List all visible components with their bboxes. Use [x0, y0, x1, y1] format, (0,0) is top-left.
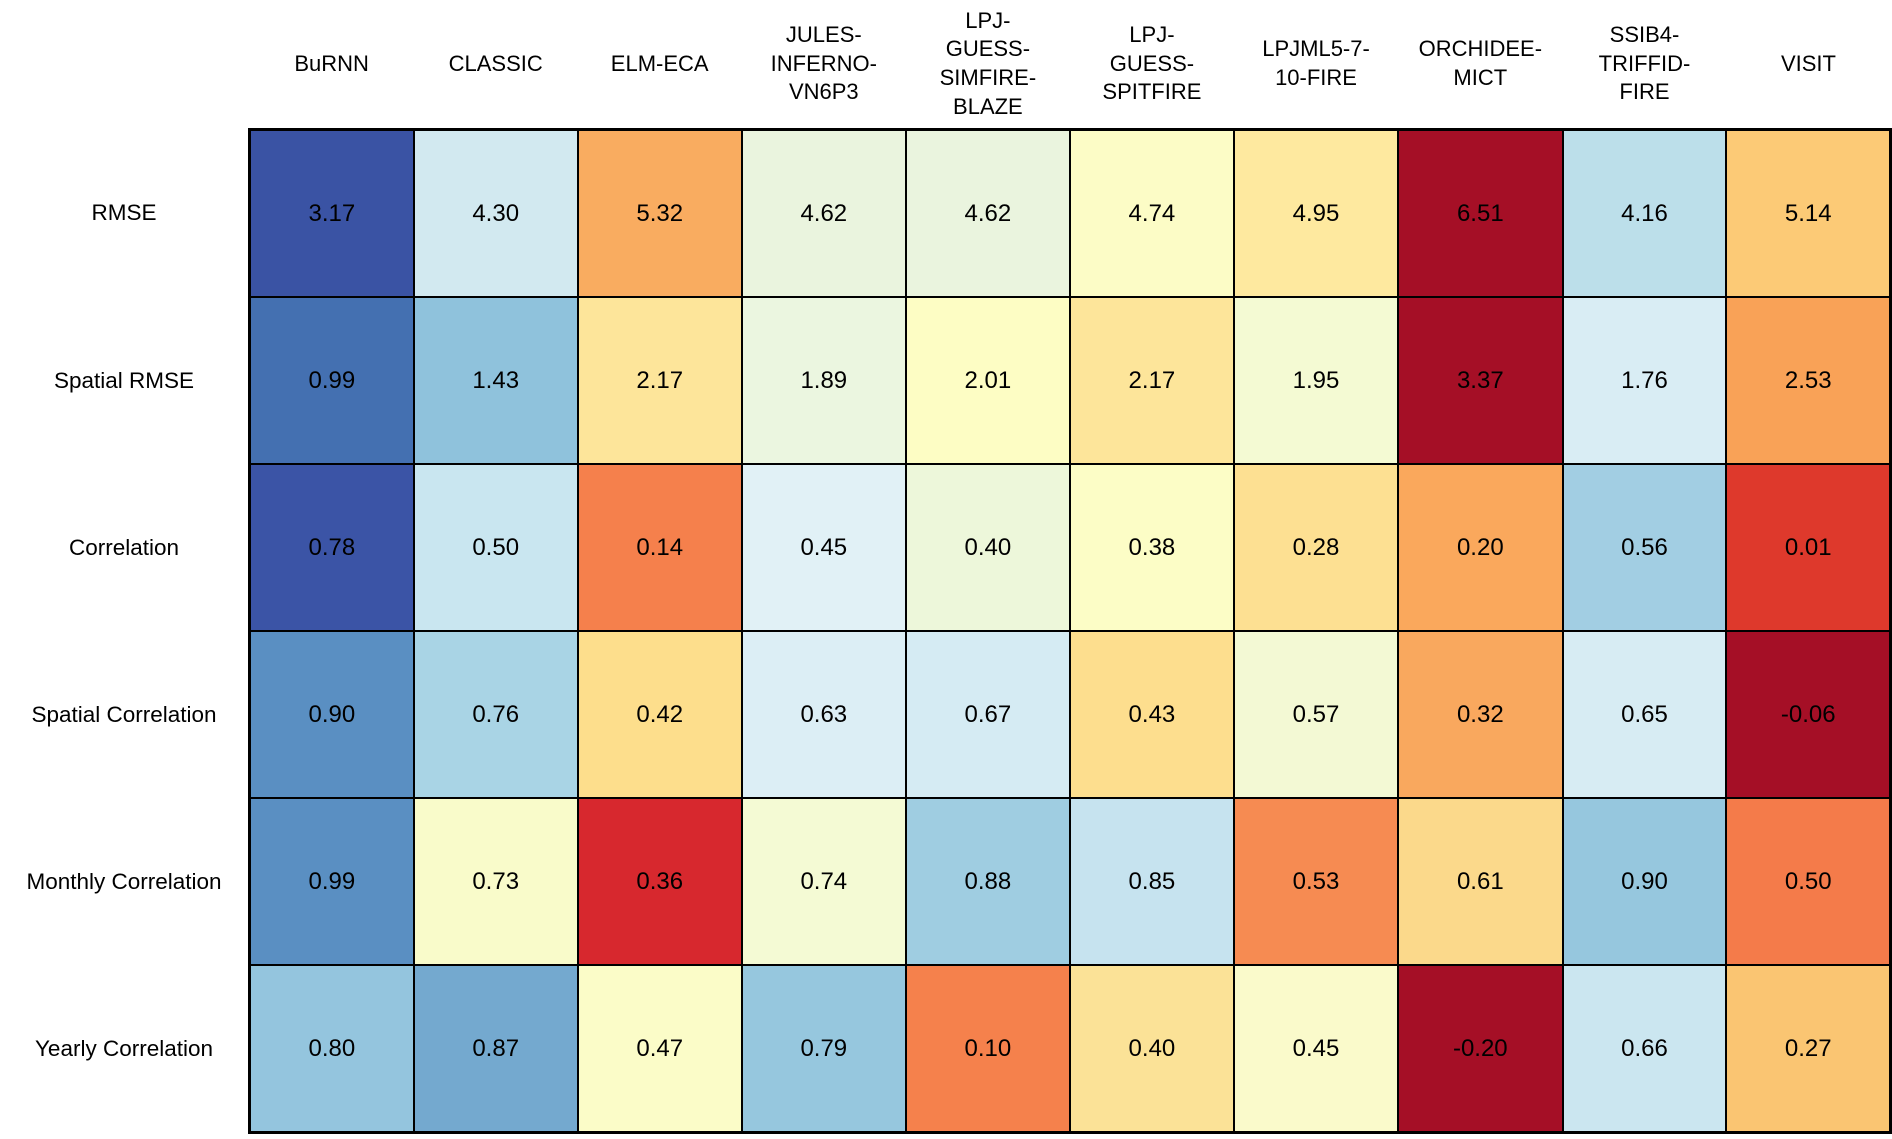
- heatmap-cell-spatial-rmse-lpjml5-7-10-fire: 1.95: [1232, 296, 1400, 465]
- row-label-yearly-correlation: Yearly Correlation: [0, 965, 250, 1133]
- heatmap-cell-correlation-elm-eca: 0.14: [576, 463, 743, 632]
- heatmap-cell-spatial-rmse-lpj-guess-spitfire: 2.17: [1068, 296, 1235, 465]
- heatmap-cell-rmse-classic: 4.30: [412, 128, 579, 298]
- row-label-correlation: Correlation: [0, 464, 250, 631]
- heatmap-cell-rmse-burnn: 3.17: [247, 128, 415, 298]
- heatmap-cell-spatial-correlation-visit: -0.06: [1725, 630, 1892, 799]
- heatmap-cell-yearly-correlation-lpj-guess-spitfire: 0.40: [1068, 964, 1235, 1134]
- heatmap-cell-yearly-correlation-jules-inferno-vn6p3: 0.79: [740, 964, 907, 1134]
- heatmap-cell-rmse-visit: 5.14: [1725, 128, 1892, 298]
- column-header-ssib4-triffid-fire: SSIB4- TRIFFID- FIRE: [1562, 0, 1727, 130]
- column-header-lpj-guess-simfire-blaze: LPJ- GUESS- SIMFIRE- BLAZE: [905, 0, 1070, 130]
- heatmap-row-spatial-correlation: Spatial Correlation 0.90 0.76 0.42 0.63 0.67 0…: [0, 630, 1892, 799]
- heatmap-cell-spatial-correlation-classic: 0.76: [412, 630, 579, 799]
- heatmap-row-correlation: Correlation 0.78 0.50 0.14 0.45 0.40 0.38 0.28 0…: [0, 463, 1892, 632]
- heatmap-cell-monthly-correlation-classic: 0.73: [412, 797, 579, 966]
- heatmap-cell-monthly-correlation-elm-eca: 0.36: [576, 797, 743, 966]
- heatmap-cell-spatial-rmse-jules-inferno-vn6p3: 1.89: [740, 296, 907, 465]
- heatmap-row-rmse: RMSE 3.17 4.30 5.32 4.62 4.62 4.74 4.95 6.51 4.16…: [0, 128, 1892, 298]
- column-header-label: LPJ- GUESS- SIMFIRE- BLAZE: [939, 7, 1037, 119]
- heatmap-cell-correlation-orchidee-mict: 0.20: [1397, 463, 1564, 632]
- heatmap-cell-spatial-correlation-jules-inferno-vn6p3: 0.63: [740, 630, 907, 799]
- column-header-orchidee-mict: ORCHIDEE- MICT: [1398, 0, 1563, 130]
- column-header-row: BuRNN CLASSIC ELM-ECA JULES- INFERNO- VN6P3 LP…: [0, 0, 1891, 130]
- heatmap-cell-yearly-correlation-visit: 0.27: [1725, 964, 1892, 1134]
- heatmap-cell-correlation-burnn: 0.78: [247, 463, 415, 632]
- heatmap-cell-monthly-correlation-lpjml5-7-10-fire: 0.53: [1232, 797, 1400, 966]
- column-header-label: ORCHIDEE- MICT: [1418, 36, 1543, 90]
- heatmap-cell-spatial-rmse-lpj-guess-simfire-blaze: 2.01: [904, 296, 1071, 465]
- heatmap-cell-rmse-ssib4-triffid-fire: 4.16: [1561, 128, 1728, 298]
- heatmap-cell-yearly-correlation-classic: 0.87: [412, 964, 579, 1134]
- heatmap-row-monthly-correlation: Monthly Correlation 0.99 0.73 0.36 0.74 0.88 0…: [0, 797, 1892, 966]
- heatmap-cell-correlation-visit: 0.01: [1725, 463, 1892, 632]
- heatmap-cell-spatial-rmse-classic: 1.43: [412, 296, 579, 465]
- heatmap-cell-spatial-rmse-orchidee-mict: 3.37: [1397, 296, 1564, 465]
- column-header-lpjml5-7-10-fire: LPJML5-7- 10-FIRE: [1233, 0, 1399, 130]
- column-header-burnn: BuRNN: [249, 0, 414, 130]
- heatmap-cell-rmse-lpjml5-7-10-fire: 4.95: [1232, 128, 1400, 298]
- heatmap-cell-monthly-correlation-burnn: 0.99: [247, 797, 415, 966]
- heatmap-cell-rmse-elm-eca: 5.32: [576, 128, 743, 298]
- column-header-jules-inferno-vn6p3: JULES- INFERNO- VN6P3: [741, 0, 906, 130]
- corner-spacer: [0, 0, 250, 130]
- heatmap-row-spatial-rmse: Spatial RMSE 0.99 1.43 2.17 1.89 2.01 2.17 1.95…: [0, 296, 1892, 465]
- column-header-lpj-guess-spitfire: LPJ- GUESS- SPITFIRE: [1069, 0, 1234, 130]
- heatmap-cell-rmse-lpj-guess-simfire-blaze: 4.62: [904, 128, 1071, 298]
- row-label-spatial-rmse: Spatial RMSE: [0, 297, 250, 464]
- heatmap-cell-yearly-correlation-lpjml5-7-10-fire: 0.45: [1232, 964, 1400, 1134]
- column-header-label: BuRNN: [294, 50, 369, 76]
- heatmap-cell-rmse-jules-inferno-vn6p3: 4.62: [740, 128, 907, 298]
- column-header-visit: VISIT: [1726, 0, 1891, 130]
- heatmap-cell-yearly-correlation-orchidee-mict: -0.20: [1397, 964, 1564, 1134]
- heatmap-cell-rmse-lpj-guess-spitfire: 4.74: [1068, 128, 1235, 298]
- heatmap-cell-monthly-correlation-orchidee-mict: 0.61: [1397, 797, 1564, 966]
- heatmap-cell-correlation-lpj-guess-spitfire: 0.38: [1068, 463, 1235, 632]
- heatmap-cell-spatial-rmse-ssib4-triffid-fire: 1.76: [1561, 296, 1728, 465]
- column-header-label: JULES- INFERNO- VN6P3: [770, 22, 877, 105]
- heatmap-cell-yearly-correlation-burnn: 0.80: [247, 964, 415, 1134]
- heatmap-row-yearly-correlation: Yearly Correlation 0.80 0.87 0.47 0.79 0.10 0.…: [0, 964, 1892, 1134]
- heatmap-cell-correlation-lpjml5-7-10-fire: 0.28: [1232, 463, 1400, 632]
- row-label-monthly-correlation: Monthly Correlation: [0, 798, 250, 965]
- heatmap-cell-correlation-jules-inferno-vn6p3: 0.45: [740, 463, 907, 632]
- heatmap-cell-spatial-correlation-lpj-guess-simfire-blaze: 0.67: [904, 630, 1071, 799]
- heatmap-cell-spatial-correlation-lpjml5-7-10-fire: 0.57: [1232, 630, 1400, 799]
- heatmap-cell-spatial-rmse-visit: 2.53: [1725, 296, 1892, 465]
- column-header-label: LPJML5-7- 10-FIRE: [1262, 36, 1370, 90]
- heatmap-cell-spatial-correlation-orchidee-mict: 0.32: [1397, 630, 1564, 799]
- column-header-label: CLASSIC: [448, 50, 543, 76]
- row-label-rmse: RMSE: [0, 129, 250, 297]
- heatmap-cell-correlation-lpj-guess-simfire-blaze: 0.40: [904, 463, 1071, 632]
- column-header-label: VISIT: [1780, 50, 1836, 76]
- heatmap-cell-yearly-correlation-ssib4-triffid-fire: 0.66: [1561, 964, 1728, 1134]
- column-header-label: LPJ- GUESS- SPITFIRE: [1102, 22, 1202, 105]
- heatmap-cell-yearly-correlation-elm-eca: 0.47: [576, 964, 743, 1134]
- heatmap-cell-monthly-correlation-visit: 0.50: [1725, 797, 1892, 966]
- heatmap-cell-spatial-correlation-ssib4-triffid-fire: 0.65: [1561, 630, 1728, 799]
- column-header-label: ELM-ECA: [610, 50, 709, 76]
- column-header-classic: CLASSIC: [413, 0, 578, 130]
- heatmap-cell-spatial-rmse-burnn: 0.99: [247, 296, 415, 465]
- heatmap-cell-correlation-classic: 0.50: [412, 463, 579, 632]
- heatmap-cell-monthly-correlation-lpj-guess-spitfire: 0.85: [1068, 797, 1235, 966]
- heatmap-cell-spatial-correlation-lpj-guess-spitfire: 0.43: [1068, 630, 1235, 799]
- column-header-elm-eca: ELM-ECA: [577, 0, 742, 130]
- row-label-spatial-correlation: Spatial Correlation: [0, 631, 250, 798]
- heatmap-cell-monthly-correlation-lpj-guess-simfire-blaze: 0.88: [904, 797, 1071, 966]
- heatmap-cell-correlation-ssib4-triffid-fire: 0.56: [1561, 463, 1728, 632]
- column-header-label: SSIB4- TRIFFID- FIRE: [1598, 22, 1691, 105]
- heatmap-cell-spatial-correlation-burnn: 0.90: [247, 630, 415, 799]
- heatmap-cell-rmse-orchidee-mict: 6.51: [1397, 128, 1564, 298]
- heatmap-cell-monthly-correlation-jules-inferno-vn6p3: 0.74: [740, 797, 907, 966]
- heatmap-cell-spatial-rmse-elm-eca: 2.17: [576, 296, 743, 465]
- heatmap-cell-yearly-correlation-lpj-guess-simfire-blaze: 0.10: [904, 964, 1071, 1134]
- heatmap-cell-spatial-correlation-elm-eca: 0.42: [576, 630, 743, 799]
- heatmap-cell-monthly-correlation-ssib4-triffid-fire: 0.90: [1561, 797, 1728, 966]
